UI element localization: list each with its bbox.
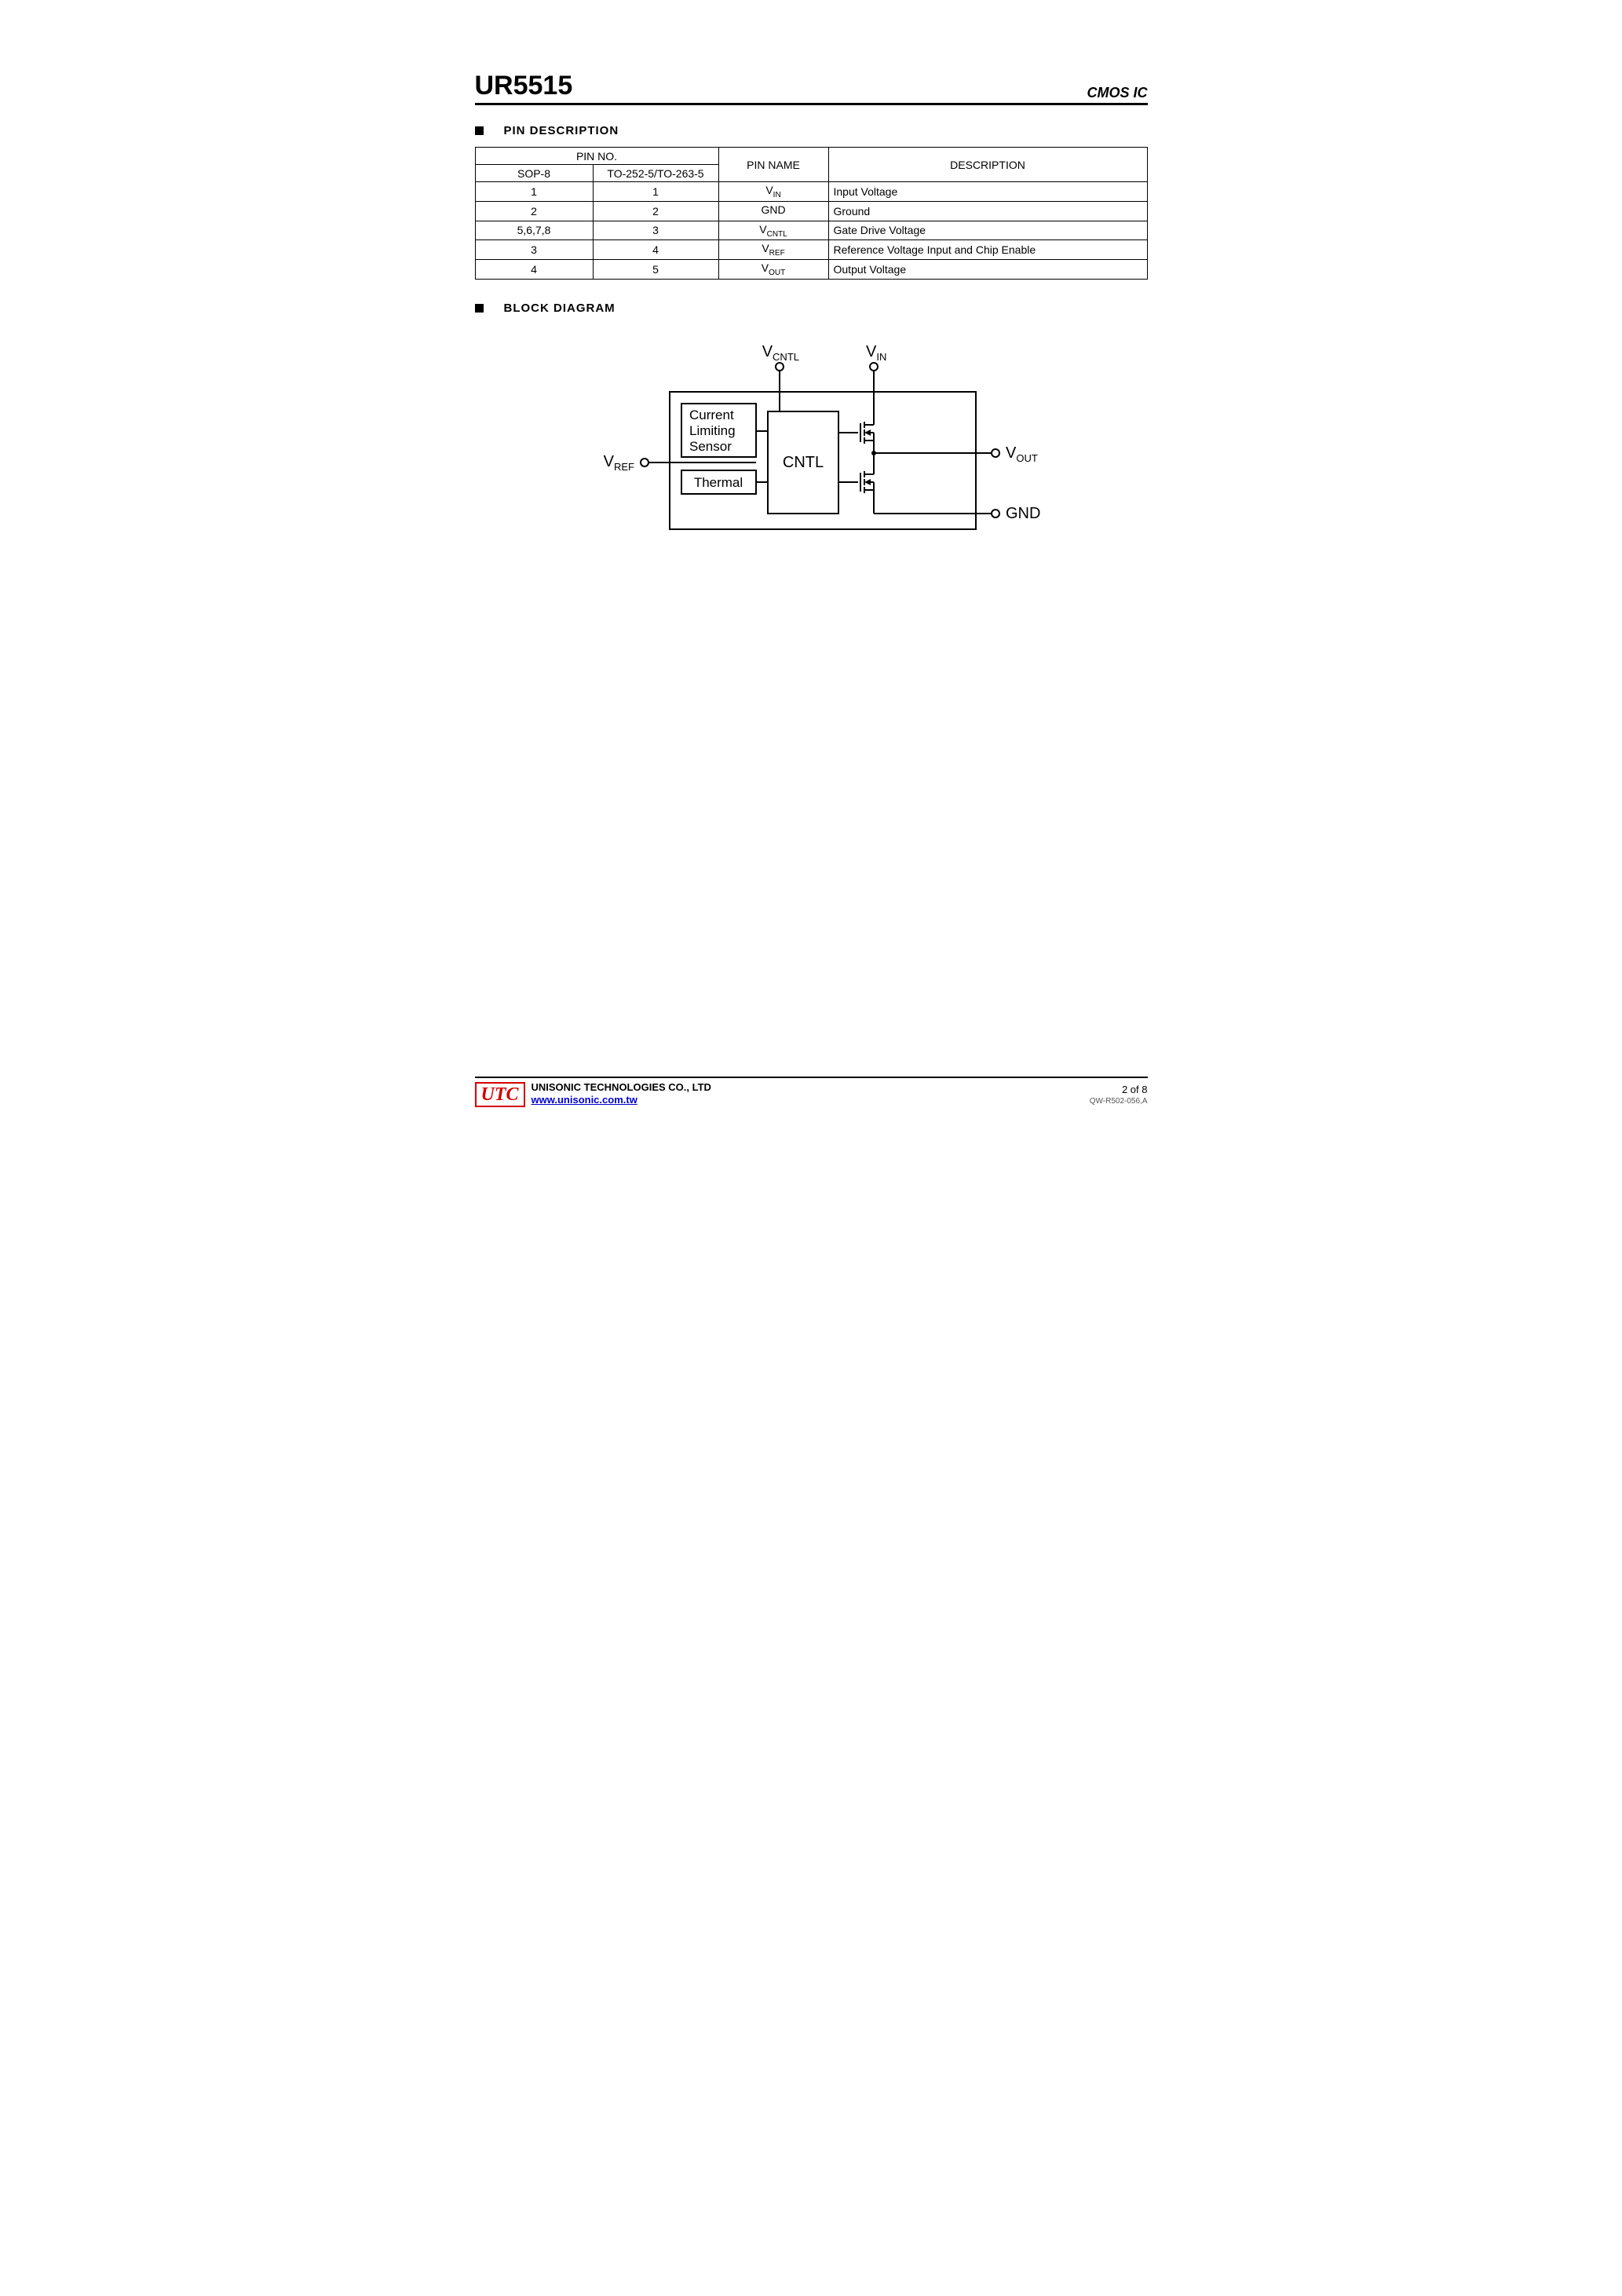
cell-desc: Reference Voltage Input and Chip Enable [828, 240, 1147, 260]
part-number: UR5515 [475, 71, 573, 101]
cell-sop: 1 [475, 182, 593, 202]
cell-sop: 3 [475, 240, 593, 260]
pin-vin-terminal [870, 363, 878, 371]
pin-table-body: 1 1 VIN Input Voltage 2 2 GND Ground 5,6… [475, 182, 1147, 280]
cell-to: 4 [593, 240, 718, 260]
cell-desc: Ground [828, 201, 1147, 221]
cell-to: 5 [593, 260, 718, 280]
block-current-limiting-line3: Sensor [689, 439, 732, 454]
section-heading-block-diagram: BLOCK DIAGRAM [475, 302, 1148, 315]
label-vref: VREF [604, 453, 634, 473]
table-header-to: TO-252-5/TO-263-5 [593, 165, 718, 182]
cell-to: 1 [593, 182, 718, 202]
table-header-sop: SOP-8 [475, 165, 593, 182]
doc-type: CMOS IC [1087, 85, 1147, 101]
doc-code: QW-R502-056,A [1090, 1097, 1148, 1106]
table-row: 5,6,7,8 3 VCNTL Gate Drive Voltage [475, 221, 1147, 240]
table-row: 1 1 VIN Input Voltage [475, 182, 1147, 202]
cell-to: 2 [593, 201, 718, 221]
block-diagram-svg: VCNTL VIN VREF Current Limiting Sensor T… [575, 337, 1047, 572]
section-heading-pin-desc: PIN DESCRIPTION [475, 124, 1148, 137]
table-row: 2 2 GND Ground [475, 201, 1147, 221]
cell-sop: 5,6,7,8 [475, 221, 593, 240]
block-thermal-label: Thermal [694, 475, 743, 490]
pin-vcntl-terminal [776, 363, 784, 371]
cell-name: VCNTL [718, 221, 828, 240]
pin-vref-terminal [641, 459, 648, 466]
block-cntl-label: CNTL [783, 454, 824, 471]
table-header-desc: DESCRIPTION [828, 148, 1147, 182]
page-footer: UTC UNISONIC TECHNOLOGIES CO., LTD www.u… [475, 1077, 1148, 1107]
cell-desc: Gate Drive Voltage [828, 221, 1147, 240]
block-diagram: VCNTL VIN VREF Current Limiting Sensor T… [475, 337, 1148, 572]
block-current-limiting-line1: Current [689, 408, 734, 422]
cell-sop: 2 [475, 201, 593, 221]
label-gnd: GND [1006, 505, 1040, 522]
section-title: BLOCK DIAGRAM [504, 302, 616, 315]
pin-vout-terminal [992, 449, 999, 457]
pin-gnd-terminal [992, 510, 999, 517]
website-link[interactable]: www.unisonic.com.tw [532, 1094, 637, 1106]
pin-description-table: PIN NO. PIN NAME DESCRIPTION SOP-8 TO-25… [475, 147, 1148, 280]
utc-logo: UTC [475, 1082, 525, 1107]
label-vcntl-base: VCNTL [762, 343, 799, 363]
cell-desc: Input Voltage [828, 182, 1147, 202]
table-header-pin-no: PIN NO. [475, 148, 718, 165]
cell-name: VOUT [718, 260, 828, 280]
cell-desc: Output Voltage [828, 260, 1147, 280]
label-vin-base: VIN [866, 343, 886, 363]
section-title: PIN DESCRIPTION [504, 124, 619, 137]
bullet-icon [475, 126, 484, 135]
mosfet-lower-icon [838, 453, 874, 514]
bullet-icon [475, 304, 484, 313]
mosfet-upper-icon [838, 422, 874, 453]
block-current-limiting-line2: Limiting [689, 423, 736, 438]
page-number: 2 of 8 [1090, 1084, 1148, 1095]
table-header-pin-name: PIN NAME [718, 148, 828, 182]
cell-to: 3 [593, 221, 718, 240]
cell-name: VIN [718, 182, 828, 202]
footer-divider [475, 1077, 1148, 1078]
table-row: 3 4 VREF Reference Voltage Input and Chi… [475, 240, 1147, 260]
company-name: UNISONIC TECHNOLOGIES CO., LTD [532, 1081, 711, 1093]
page-header: UR5515 CMOS IC [475, 71, 1148, 105]
cell-name: VREF [718, 240, 828, 260]
table-row: 4 5 VOUT Output Voltage [475, 260, 1147, 280]
cell-sop: 4 [475, 260, 593, 280]
label-vout: VOUT [1006, 444, 1038, 464]
cell-name: GND [718, 201, 828, 221]
